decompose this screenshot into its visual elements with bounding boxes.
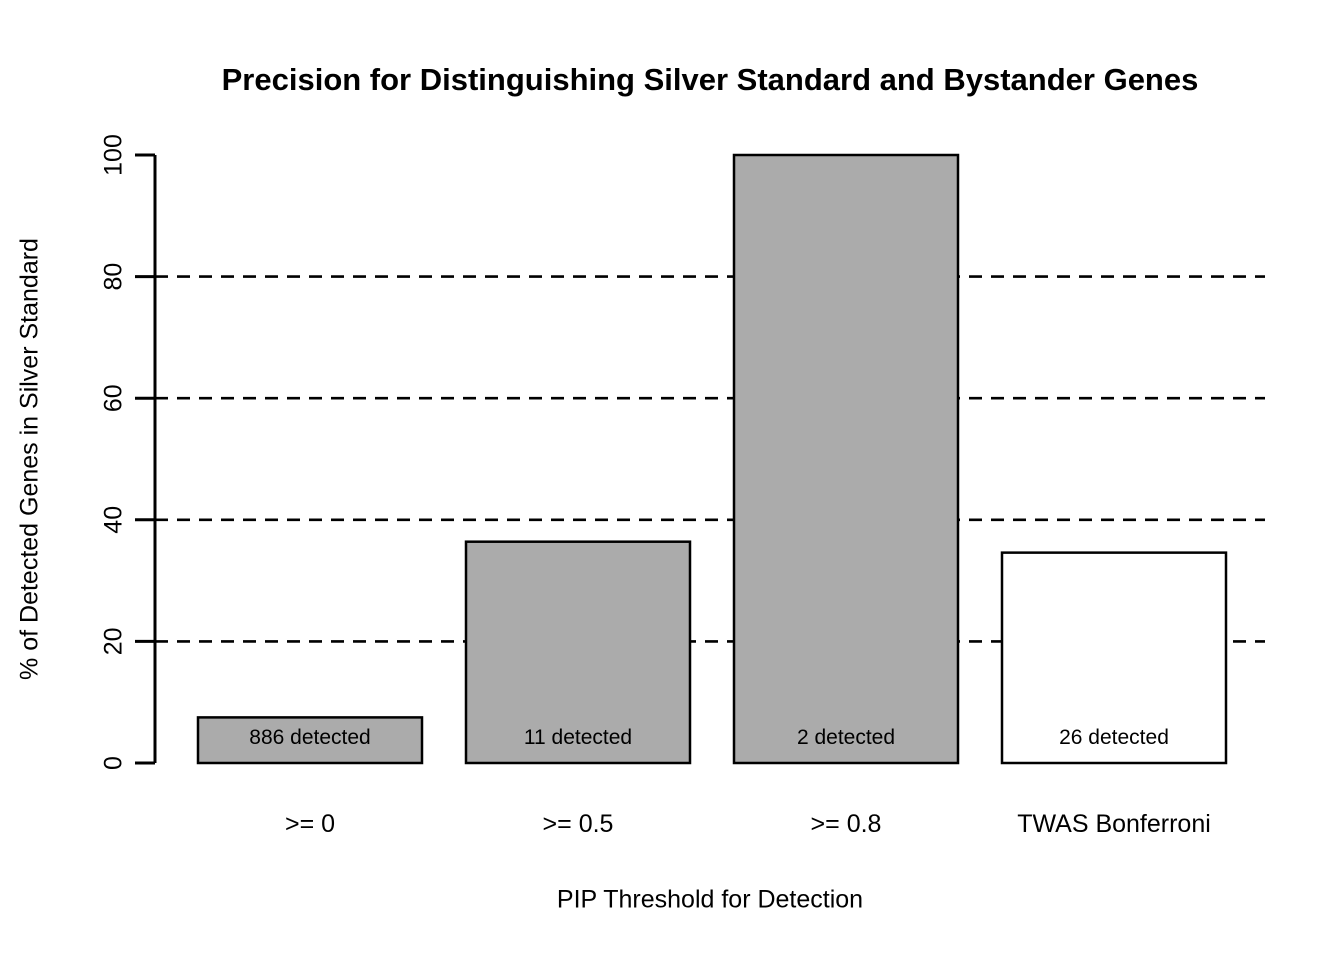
y-tick-label-20: 20 [100,627,128,655]
bar-count-label-3: 26 detected [1059,726,1169,749]
x-category-label-0: >= 0 [285,810,335,838]
x-category-label-1: >= 0.5 [543,810,614,838]
bar-count-label-2: 2 detected [797,726,895,749]
x-category-label-3: TWAS Bonferroni [1017,810,1211,838]
bar-count-label-1: 11 detected [524,726,632,749]
x-axis-title: PIP Threshold for Detection [556,885,864,914]
bar-count-label-0: 886 detected [249,726,370,749]
chart-title: Precision for Distinguishing Silver Stan… [221,62,1199,97]
y-tick-label-100: 100 [100,134,128,176]
bar-1 [464,540,692,765]
y-tick-label-40: 40 [100,506,128,534]
bar-2 [732,153,960,765]
bar-3 [1000,551,1228,765]
y-tick-label-0: 0 [100,756,128,770]
y-tick-label-60: 60 [100,384,128,412]
bar-0 [196,716,424,765]
x-category-label-2: >= 0.8 [811,810,882,838]
y-tick-label-80: 80 [100,263,128,291]
